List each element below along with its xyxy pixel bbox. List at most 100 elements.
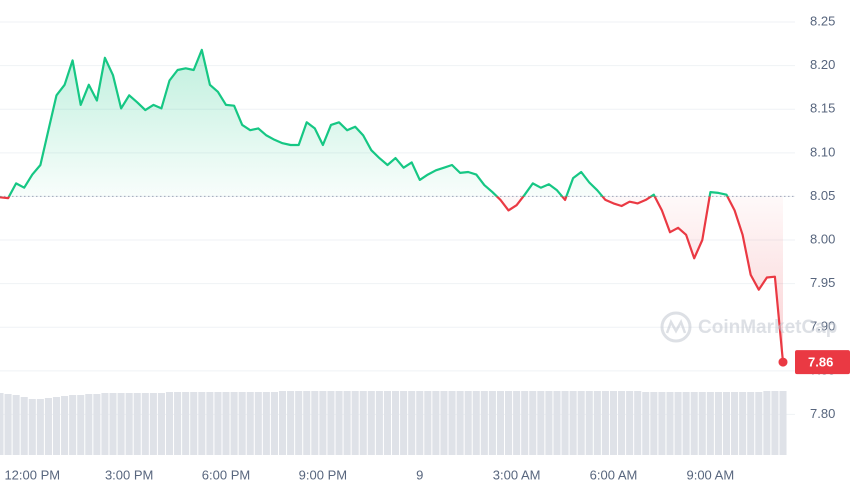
volume-bar [472,391,480,455]
volume-bar [432,391,440,455]
x-tick-label: 9 [416,467,423,482]
volume-bar [190,392,198,455]
volume-bar [561,391,569,455]
volume-bar [206,392,214,455]
volume-bar [254,392,262,455]
volume-bar [335,391,343,455]
volume-bar [722,392,731,455]
volume-bar [747,392,755,455]
y-tick-label: 8.25 [810,13,835,28]
volume-bar [157,393,165,455]
volume-bar [626,391,634,455]
volume-bar [52,397,61,455]
volume-bar [149,393,157,455]
watermark-logo-mark [665,318,687,334]
volume-bar [480,391,488,455]
volume-bar [755,392,763,455]
volume-bar [618,391,626,455]
y-tick-label: 8.00 [810,231,835,246]
volume-bar [222,392,230,455]
volume-bar [61,396,69,455]
price-line [0,48,785,363]
volume-bar [553,391,561,455]
volume-bar [270,392,278,455]
volume-bar [109,393,117,455]
volume-bar [367,391,375,455]
x-tick-label: 12:00 PM [4,467,60,482]
volume-bar [513,391,521,455]
y-tick-label: 7.90 [810,319,835,334]
volume-bar [577,391,585,455]
volume-bar [36,399,44,455]
y-tick-label: 8.10 [810,144,835,159]
volume-bar [278,391,287,455]
y-tick-label: 8.15 [810,101,835,116]
volume-bar [214,392,222,455]
volume-bar [731,392,739,455]
y-tick-label: 8.20 [810,57,835,72]
volume-bar [537,391,545,455]
volume-bar [303,391,311,455]
volume-bar [400,391,408,455]
volume-bar [698,392,706,455]
volume-bar [4,394,12,455]
volume-bar [20,397,28,455]
volume-bar [327,391,335,455]
x-tick-label: 6:00 AM [590,467,638,482]
x-tick-label: 3:00 AM [493,467,541,482]
volume-bar [666,392,674,455]
volume-bar [351,391,359,455]
watermark: CoinMarketCap [660,311,837,343]
volume-bar [464,391,472,455]
volume-bar [165,392,174,455]
volume-bar [771,391,779,455]
volume-bar [529,391,537,455]
volume-bar [440,391,448,455]
volume-bar [682,392,690,455]
volume-bar [601,391,609,455]
volume-bar [262,392,270,455]
volume-bar [44,398,52,455]
x-tick-label: 9:00 PM [299,467,347,482]
volume-bar [287,391,295,455]
volume-bar [779,391,787,455]
watermark-text: CoinMarketCap [698,317,837,338]
volume-bar [133,393,141,455]
price-area [0,49,783,363]
volume-bar [585,391,593,455]
volume-bar [650,392,658,455]
volume-bar [182,392,190,455]
volume-bar [28,399,36,455]
volume-bar [690,392,698,455]
volume-bar [763,391,771,455]
volume-bar [359,391,367,455]
y-tick-label: 7.80 [810,406,835,421]
current-price-tag [795,350,850,375]
volume-bar [343,391,351,455]
volume-bar [238,392,246,455]
volume-bar [85,394,93,455]
volume-bar [295,391,303,455]
x-tick-label: 6:00 PM [202,467,250,482]
volume-bar [658,392,666,455]
volume-bar [246,392,254,455]
volume-bar [93,394,101,455]
volume-bar [569,391,577,455]
volume-bar [319,391,327,455]
volume-bar [739,392,747,455]
volume-bar [12,395,20,455]
volume-bar [714,392,722,455]
y-tick-label: 8.05 [810,188,835,203]
volume-bar [593,391,601,455]
current-price-label: 7.86 [808,355,833,370]
volume-bar [505,391,513,455]
volume-bar [101,393,109,455]
volume-bar [383,391,391,455]
volume-bar [392,391,400,455]
volume-bar [545,391,553,455]
volume-bar [198,392,206,455]
watermark-logo [660,311,692,343]
volume-bar [174,392,182,455]
current-price-dot [778,357,788,367]
